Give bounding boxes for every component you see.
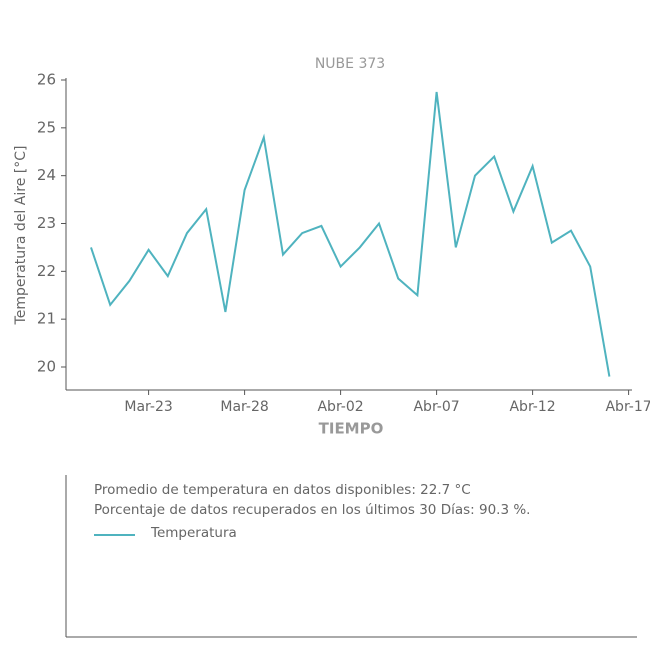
y-tick-label: 25 (37, 118, 56, 136)
x-tick-label: Abr-07 (413, 399, 459, 415)
y-axis-label: Temperatura del Aire [°C] (13, 146, 29, 326)
y-tick-label: 23 (37, 214, 56, 232)
y-tick-label: 20 (37, 358, 56, 376)
data-line (90, 91, 611, 377)
x-tick-label: Abr-12 (509, 399, 555, 415)
y-tick-label: 21 (37, 310, 56, 328)
chart-title: NUBE 373 (315, 56, 385, 72)
y-tick-label: 24 (37, 166, 56, 184)
x-tick-label: Mar-28 (220, 399, 268, 415)
info-average: Promedio de temperatura en datos disponi… (94, 482, 471, 498)
x-tick-label: Abr-02 (317, 399, 363, 415)
x-tick-label: Abr-17 (605, 399, 650, 415)
x-tick-label: Mar-23 (124, 399, 172, 415)
x-axis-label: TIEMPO (319, 420, 384, 438)
legend-label: Temperatura (150, 525, 237, 541)
y-tick-label: 22 (37, 262, 56, 280)
y-tick-label: 26 (37, 71, 56, 89)
info-percentage: Porcentaje de datos recuperados en los ú… (94, 502, 530, 518)
